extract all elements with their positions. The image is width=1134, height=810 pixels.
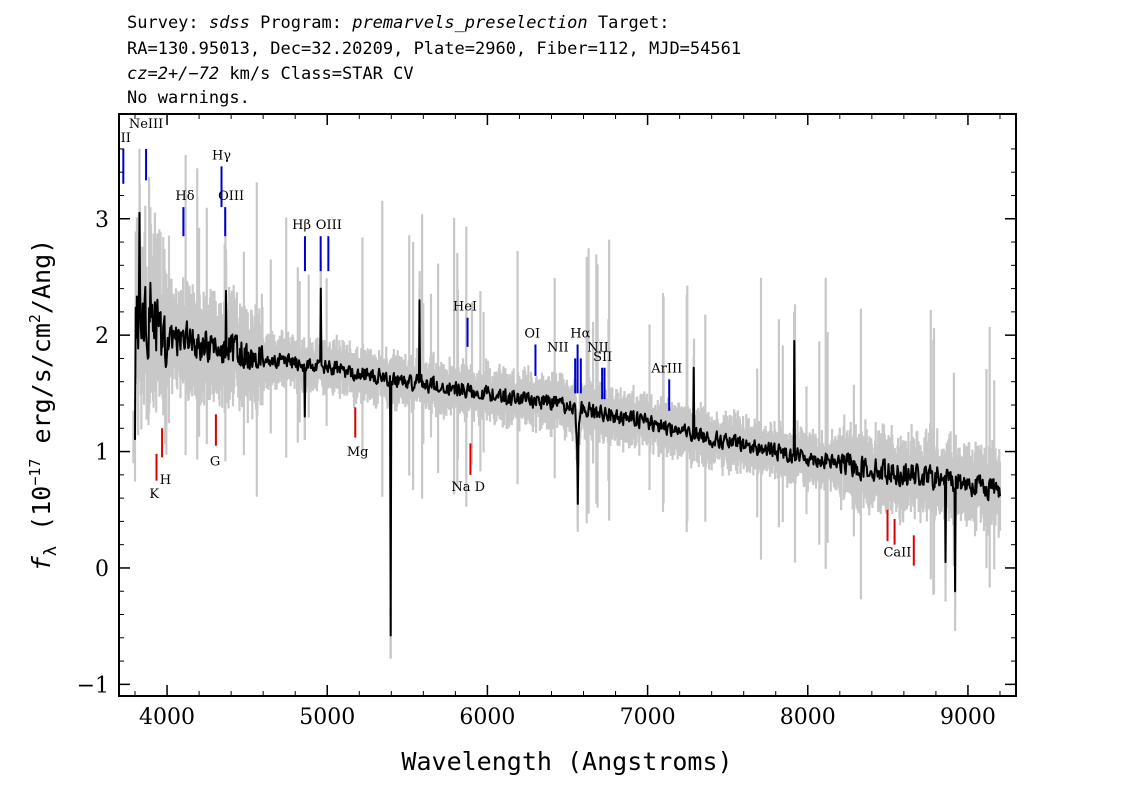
header-line-1: Survey: sdss Program: premarvels_presele… <box>127 13 670 33</box>
x-axis-label: Wavelength (Angstroms) <box>401 747 732 776</box>
x-tick-label-0: 4000 <box>139 705 195 730</box>
y-tick-label-2: 1 <box>95 441 109 466</box>
plot-area <box>122 148 1002 659</box>
x-axis-ticks: 4000 5000 6000 7000 8000 9000 <box>134 114 1001 730</box>
emission-label-2: Hδ <box>175 189 194 204</box>
absorption-label-0: K <box>149 487 159 502</box>
x-tick-label-1: 5000 <box>299 705 355 730</box>
y-axis-label: fλ (10−17 erg/s/cm2/Ang) <box>26 239 61 571</box>
absorption-label-3: Mg <box>347 445 369 460</box>
emission-label-9: OI <box>524 326 540 341</box>
y-tick-label-4: 3 <box>95 208 109 233</box>
absorption-line-markers <box>155 407 915 566</box>
emission-label-13: SII <box>593 350 612 365</box>
emission-line-markers <box>122 148 671 411</box>
emission-label-15: ArIII <box>650 361 682 376</box>
x-tick-label-3: 7000 <box>620 705 676 730</box>
absorption-label-1: H <box>160 473 171 488</box>
emission-label-4: OIII <box>218 189 244 204</box>
emission-label-1: NeIII <box>129 117 163 132</box>
absorption-label-5: CaII <box>883 545 911 560</box>
header: Survey: sdss Program: premarvels_presele… <box>127 13 741 108</box>
header-line-2: RA=130.95013, Dec=32.20209, Plate=2960, … <box>127 39 741 59</box>
header-line-3: cz=2+/−72 km/s Class=STAR CV <box>127 64 414 84</box>
absorption-label-2: G <box>210 455 220 470</box>
y-tick-label-3: 2 <box>95 324 109 349</box>
absorption-label-4: Na D <box>451 480 485 495</box>
emission-label-10: NII <box>547 340 569 355</box>
emission-label-12: NII <box>587 340 609 355</box>
x-tick-label-5: 9000 <box>940 705 996 730</box>
spectrum-line <box>134 211 1001 637</box>
emission-label-5: Hβ <box>292 218 311 233</box>
y-tick-label-1: 0 <box>95 557 109 582</box>
emission-label-0: II <box>121 131 131 146</box>
y-tick-label-0: −1 <box>77 673 109 698</box>
x-tick-label-4: 8000 <box>780 705 836 730</box>
y-axis-ticks: −1 0 1 2 3 <box>77 148 1016 698</box>
emission-label-11: Hα <box>570 326 590 341</box>
emission-label-6: OIII <box>316 218 342 233</box>
x-tick-label-2: 6000 <box>459 705 515 730</box>
header-line-4: No warnings. <box>127 88 250 108</box>
spectrum-path <box>134 211 1001 637</box>
emission-label-8: HeI <box>453 300 477 315</box>
emission-label-3: Hγ <box>212 148 231 163</box>
